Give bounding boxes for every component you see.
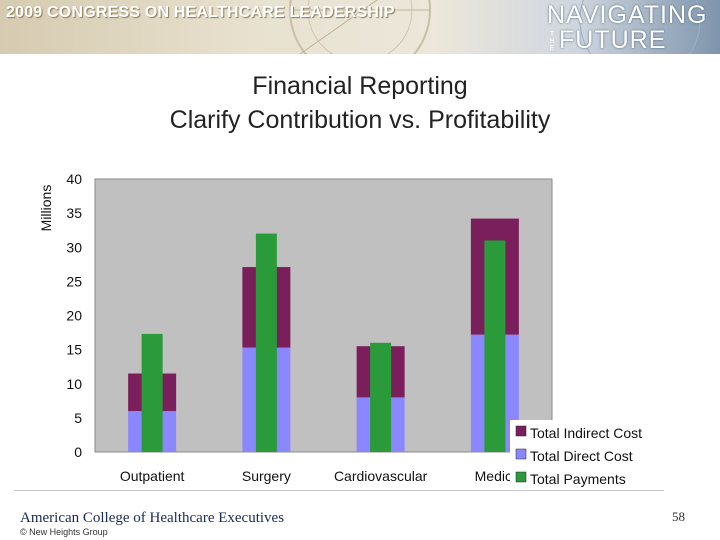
- bar-total-payments: [484, 240, 506, 452]
- legend-swatch: [515, 448, 527, 460]
- legend-swatch: [515, 425, 527, 437]
- legend-label: Total Direct Cost: [530, 448, 633, 464]
- logo-line-2: FUTURE: [559, 26, 667, 54]
- navigating-future-logo: NAVIGATING THE FUTURE: [545, 1, 720, 54]
- x-category-label: Cardiovascular: [334, 468, 428, 484]
- logo-the: THE: [549, 31, 555, 52]
- bar-total-payments: [370, 342, 392, 452]
- legend-label: Total Payments: [530, 471, 626, 487]
- y-tick-label: 10: [66, 376, 82, 392]
- header-banner: 2009 CONGRESS ON HEALTHCARE LEADERSHIP N…: [0, 0, 720, 54]
- slide-title-line-1: Financial Reporting: [252, 72, 468, 100]
- y-tick-label: 20: [66, 308, 82, 324]
- bars: [128, 218, 519, 452]
- slide-title-line-2: Clarify Contribution vs. Profitability: [169, 106, 551, 134]
- legend-box: [510, 420, 664, 488]
- legend: Total Indirect Cost Total Direct Cost Tota…: [510, 420, 664, 488]
- y-tick-label: 0: [74, 444, 82, 460]
- x-category-label: Surgery: [242, 468, 291, 484]
- legend-label: Total Indirect Cost: [530, 425, 642, 441]
- conference-title: 2009 CONGRESS ON HEALTHCARE LEADERSHIP: [6, 4, 395, 21]
- bar-total-payments: [141, 333, 163, 452]
- y-tick-label: 40: [66, 171, 82, 187]
- x-axis: Outpatient Surgery Cardiovascular Medici: [120, 468, 515, 484]
- logo-line-1: NAVIGATING: [547, 1, 708, 29]
- legend-swatch: [515, 471, 527, 483]
- y-tick-label: 5: [74, 410, 82, 426]
- x-category-label: Outpatient: [120, 468, 185, 484]
- y-tick-label: 25: [66, 273, 82, 289]
- y-tick-label: 15: [66, 342, 82, 358]
- footer-copyright: © New Heights Group: [20, 527, 108, 537]
- y-tick-label: 30: [66, 239, 82, 255]
- x-category-label: Medici: [475, 468, 515, 484]
- bar-total-payments: [255, 233, 277, 452]
- page-number: 58: [672, 509, 685, 524]
- footer-organization: American College of Healthcare Executive…: [20, 510, 285, 526]
- y-tick-label: 35: [66, 205, 82, 221]
- compass-decoration-icon: [289, 0, 701, 54]
- stacked-bar-chart: 0 5 10 15 20 25 30 35 40 Outpatient Surgery Cardio…: [38, 171, 664, 488]
- y-axis: 0 5 10 15 20 25 30 35 40: [66, 171, 82, 460]
- y-axis-label: Millions: [38, 185, 54, 232]
- footer-divider: [14, 490, 664, 491]
